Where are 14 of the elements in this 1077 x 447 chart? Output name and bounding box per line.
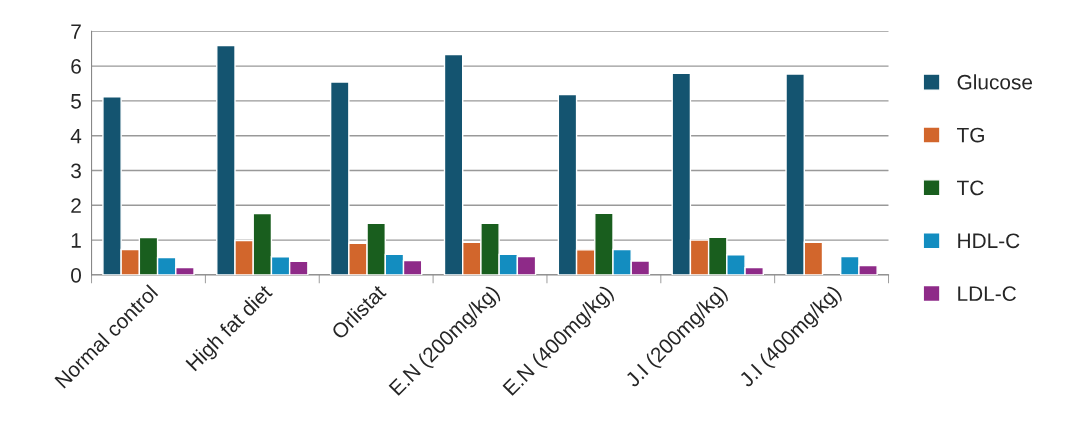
y-tick-label: 2	[71, 198, 81, 213]
legend-label: TC	[957, 180, 984, 196]
legend-label: LDL-C	[958, 286, 1016, 302]
y-tick-label: 7	[71, 24, 81, 39]
y-tick-label: 0	[71, 267, 82, 283]
legend-label: HDL-C	[958, 233, 1020, 249]
y-tick-label: 3	[71, 163, 81, 179]
y-tick-label: 1	[71, 233, 81, 248]
x-tick-label: High fat diet	[184, 283, 276, 375]
y-tick-label: 5	[71, 94, 81, 109]
y-tick-label: 6	[71, 59, 81, 74]
legend-label: Glucose	[957, 74, 1033, 90]
legend-label: TG	[957, 127, 984, 143]
y-tick-label: 4	[70, 128, 82, 144]
